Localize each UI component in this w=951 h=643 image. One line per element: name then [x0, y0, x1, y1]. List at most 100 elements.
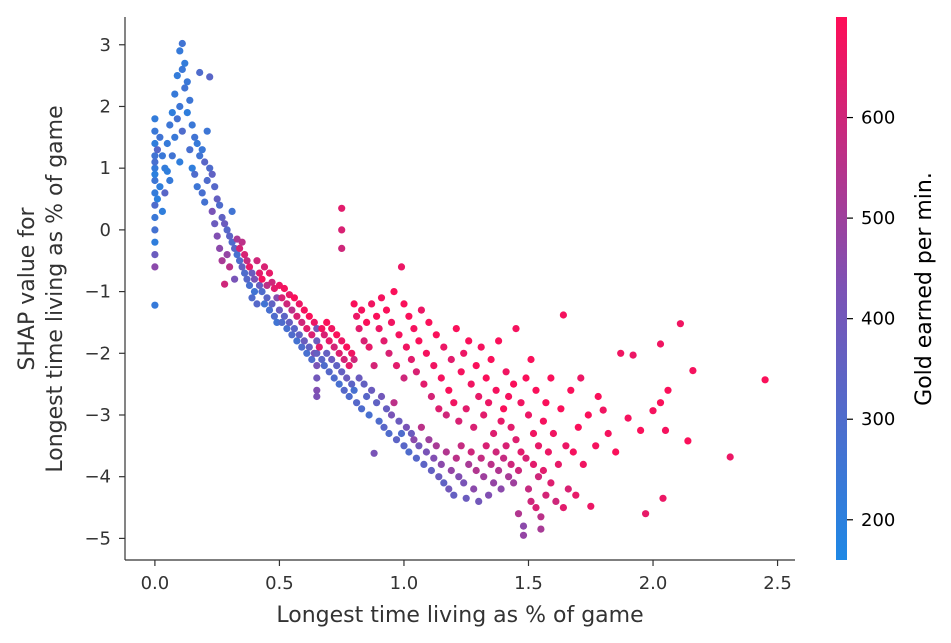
data-point [544, 448, 553, 456]
data-point [370, 362, 378, 370]
data-point [397, 429, 406, 438]
data-point [245, 281, 254, 289]
data-point [629, 351, 637, 359]
data-point [564, 485, 572, 493]
data-point [325, 337, 333, 345]
data-point [395, 417, 403, 425]
data-point [562, 442, 570, 450]
data-point [191, 133, 199, 141]
data-point [380, 423, 388, 431]
data-point [460, 349, 468, 357]
data-point [338, 244, 346, 252]
data-point [485, 399, 493, 407]
data-point [328, 325, 336, 333]
x-tick-label: 1.0 [390, 573, 419, 594]
data-point [151, 176, 159, 185]
data-point [305, 312, 313, 320]
data-point [303, 325, 311, 333]
data-point [549, 429, 558, 438]
data-point [288, 331, 296, 339]
data-point [427, 392, 435, 401]
data-point [343, 343, 351, 351]
data-point [405, 312, 413, 320]
data-point [450, 399, 458, 407]
data-point [303, 349, 311, 357]
data-point [475, 392, 483, 401]
data-point [465, 460, 473, 468]
data-point [522, 454, 530, 462]
data-point [206, 73, 214, 81]
data-point [335, 380, 343, 388]
data-point [298, 318, 306, 326]
data-point [487, 460, 495, 468]
data-point [325, 368, 333, 376]
data-point [539, 466, 548, 475]
data-point [509, 380, 518, 388]
data-point [335, 349, 343, 357]
data-point [258, 275, 266, 283]
data-point [333, 362, 341, 370]
data-point [280, 312, 288, 320]
x-tick-label: 2.5 [763, 573, 792, 594]
data-point [265, 269, 274, 277]
data-point [216, 201, 224, 209]
data-point [452, 454, 460, 462]
data-point [151, 158, 159, 166]
data-point [559, 504, 568, 512]
data-point [156, 183, 164, 191]
data-point [517, 399, 525, 407]
data-point [208, 207, 216, 215]
data-point [263, 294, 271, 302]
data-point [193, 183, 201, 191]
data-point [417, 306, 425, 314]
data-point [502, 442, 510, 450]
data-point [375, 417, 383, 425]
data-point [283, 300, 291, 308]
y-ticks: 3 2 1 0 −1 −2 −3 −4 −5 [84, 35, 125, 549]
data-point [467, 448, 475, 456]
data-point [283, 325, 291, 333]
data-point [495, 337, 503, 345]
data-point [594, 392, 602, 401]
data-point [507, 423, 515, 431]
data-point [425, 436, 433, 444]
data-point [338, 204, 346, 212]
data-point [218, 257, 226, 265]
colorbar-tick-label: 500 [861, 208, 895, 229]
data-point [295, 331, 303, 339]
data-point [241, 251, 249, 259]
data-point [151, 213, 159, 222]
data-point [567, 386, 575, 394]
data-point [365, 411, 373, 419]
data-point [221, 280, 229, 288]
data-point [420, 460, 428, 468]
data-point [151, 164, 159, 172]
data-point [243, 257, 251, 265]
data-point [529, 429, 538, 438]
data-point [552, 497, 560, 505]
data-point [472, 362, 480, 370]
data-point [340, 386, 348, 394]
data-point [656, 340, 665, 348]
data-point [226, 263, 234, 271]
data-point [181, 84, 189, 92]
data-point [338, 368, 346, 376]
data-point [497, 417, 505, 425]
data-point [151, 189, 159, 197]
data-point [507, 460, 515, 468]
data-point [243, 275, 251, 283]
data-point [315, 343, 323, 351]
data-point [173, 72, 181, 80]
data-point [178, 39, 186, 48]
data-point [151, 263, 159, 271]
data-point [377, 294, 386, 302]
data-point [178, 65, 186, 73]
data-point [173, 115, 181, 123]
data-point [288, 306, 296, 314]
data-point [377, 392, 386, 401]
data-point [470, 423, 478, 431]
data-point [203, 176, 211, 185]
data-point [203, 127, 211, 135]
colorbar-tick-label: 300 [861, 409, 895, 430]
data-point [497, 485, 505, 493]
